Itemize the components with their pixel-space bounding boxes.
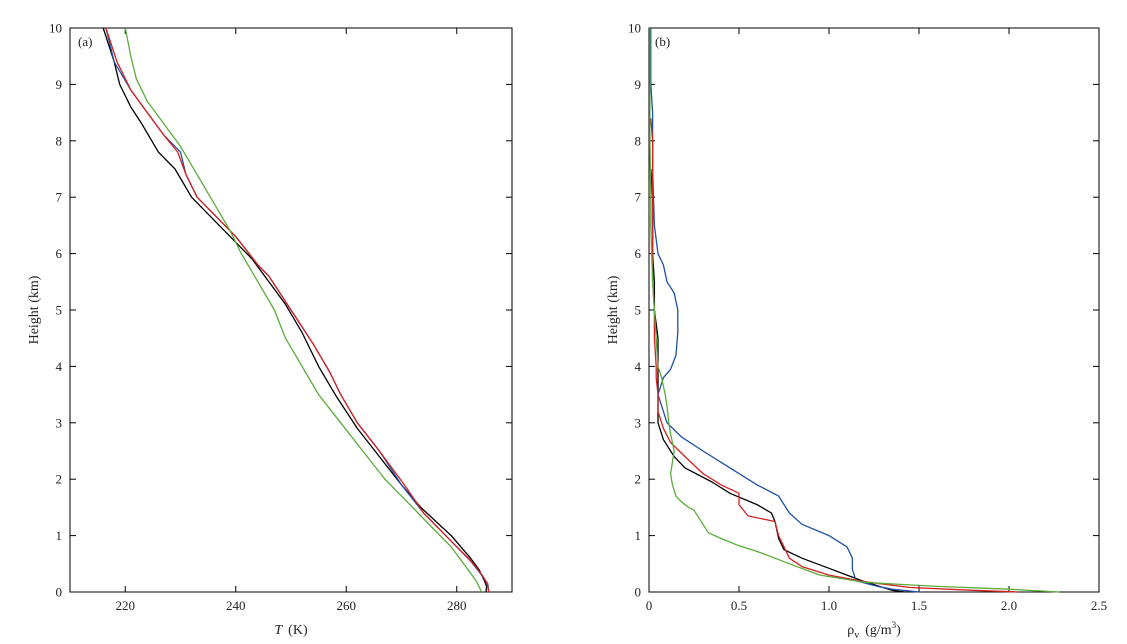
x-ticks-a: 220 240 260 280	[116, 28, 467, 613]
y-tick-label: 8	[56, 133, 63, 148]
x-axis-close-b: )	[896, 623, 901, 638]
x-tick-label: 2.0	[1001, 598, 1017, 613]
series-line-black	[102, 27, 488, 593]
y-tick-label: 9	[56, 77, 63, 92]
panel-label-b: (b)	[655, 34, 670, 49]
series-line-black	[650, 168, 905, 593]
y-ticks-a: 0 1 2 3 4 5 6 7 8 9 10	[49, 21, 512, 600]
x-axis-sub-b: v	[854, 630, 859, 641]
series-group-b	[649, 28, 1060, 593]
x-ticks-b: 0 0.5 1.0 1.5 2.0 2.5	[646, 28, 1107, 613]
x-tick-label: 240	[226, 598, 246, 613]
y-tick-label: 4	[56, 359, 63, 374]
y-tick-label: 7	[56, 190, 63, 205]
y-tick-label: 1	[635, 528, 642, 543]
y-tick-label: 8	[635, 133, 642, 148]
plot-frame-b	[648, 27, 1100, 593]
series-line-blue	[105, 27, 490, 593]
y-tick-label: 0	[56, 585, 63, 600]
x-tick-label: 0	[646, 598, 653, 613]
series-line-red	[650, 118, 1019, 593]
y-tick-label: 6	[56, 246, 63, 261]
y-tick-label: 3	[635, 415, 642, 430]
x-axis-label-a: T (K)	[274, 623, 308, 638]
y-tick-label: 5	[635, 303, 642, 318]
x-axis-symbol-b: ρ	[847, 623, 854, 638]
y-axis-label-a: Height (km)	[27, 275, 42, 344]
panel-b: 0 0.5 1.0 1.5 2.0 2.5 0 1 2 3 4 5 6 7 8 9 10 (b) ρv (g/m…	[606, 21, 1107, 642]
x-axis-label-b: ρv (g/m3)	[847, 620, 901, 641]
x-tick-label: 1.5	[911, 598, 927, 613]
x-axis-symbol-a: T	[274, 623, 283, 638]
x-axis-sup-b: 3	[892, 620, 897, 630]
series-group-a	[102, 27, 490, 593]
y-tick-label: 0	[635, 585, 642, 600]
series-line-green	[124, 27, 483, 593]
series-line-blue	[650, 28, 920, 593]
y-tick-label: 9	[635, 77, 642, 92]
y-ticks-b: 0 1 2 3 4 5 6 7 8 9 10	[628, 21, 1099, 600]
series-line-red	[105, 27, 490, 593]
y-tick-label: 10	[49, 21, 62, 36]
y-tick-label: 4	[635, 359, 642, 374]
panel-label-a: (a)	[78, 34, 92, 49]
x-tick-label: 260	[337, 598, 357, 613]
y-tick-label: 2	[635, 472, 642, 487]
y-tick-label: 6	[635, 246, 642, 261]
y-tick-label: 7	[635, 190, 642, 205]
x-tick-label: 2.5	[1091, 598, 1107, 613]
y-tick-label: 2	[56, 472, 63, 487]
y-tick-label: 3	[56, 415, 63, 430]
y-tick-label: 5	[56, 303, 63, 318]
y-tick-label: 10	[628, 21, 641, 36]
y-axis-label-b: Height (km)	[606, 275, 621, 344]
panel-a: 220 240 260 280 0 1 2 3 4 5 6 7 8 9 10 (a) T (K) Heigh…	[27, 21, 513, 638]
x-tick-label: 1.0	[821, 598, 837, 613]
x-tick-label: 0.5	[731, 598, 747, 613]
x-axis-unit-a: (K)	[288, 623, 308, 638]
x-tick-label: 280	[447, 598, 467, 613]
x-axis-unit-b: (g/m	[865, 623, 892, 638]
series-line-green	[649, 28, 1060, 593]
y-tick-label: 1	[56, 528, 63, 543]
x-tick-label: 220	[116, 598, 136, 613]
